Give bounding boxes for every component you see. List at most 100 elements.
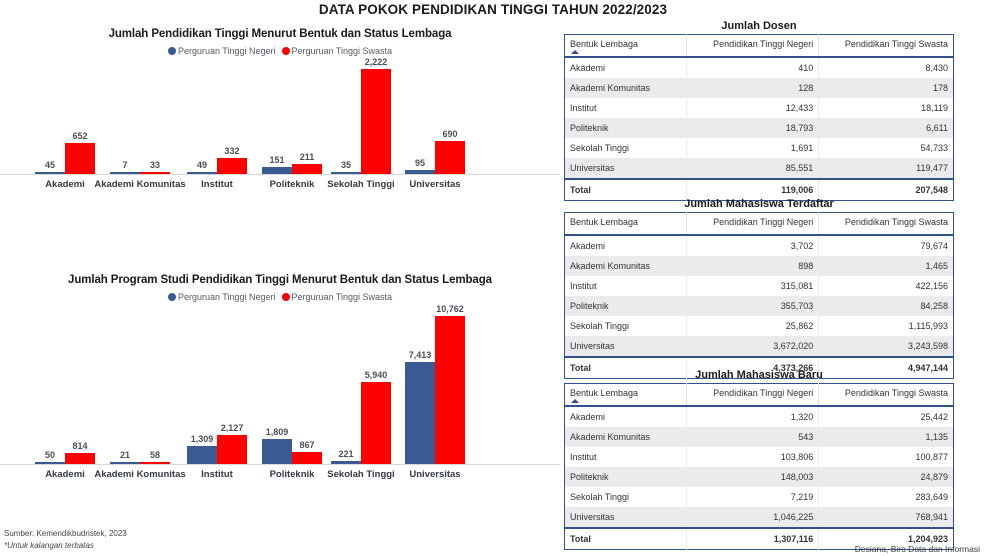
column-header-0[interactable]: Bentuk Lembaga <box>564 383 687 407</box>
footer-source-block: Sumber: Kemendikbudristek, 2023 *Untuk k… <box>4 528 127 552</box>
table-cell: 355,703 <box>686 296 820 316</box>
legend-label-swasta: Perguruan Tinggi Swasta <box>291 46 393 56</box>
table-cell: 148,003 <box>686 467 820 487</box>
bar-negeri[interactable] <box>187 172 217 174</box>
bar-swasta[interactable] <box>217 158 247 174</box>
category-label: Institut <box>201 179 233 190</box>
bar-swasta[interactable] <box>140 172 170 174</box>
sort-ascending-icon <box>571 399 579 403</box>
bar-swasta[interactable] <box>361 69 391 174</box>
table-total-cell: Total <box>564 356 687 379</box>
bar-swasta[interactable] <box>292 452 322 464</box>
bar-swasta[interactable] <box>292 164 322 174</box>
bar-negeri[interactable] <box>331 461 361 464</box>
bar-negeri[interactable] <box>262 167 292 174</box>
table-row[interactable]: Akademi Komunitas 128 178 <box>564 78 954 98</box>
legend-item-negeri[interactable]: Perguruan Tinggi Negeri <box>167 46 276 56</box>
category-label: Sekolah Tinggi <box>327 469 395 480</box>
table-header-row: Bentuk Lembaga Pendidikan Tinggi Negeri Pe… <box>564 212 954 236</box>
bar-swasta[interactable] <box>435 141 465 174</box>
bar-negeri[interactable] <box>405 170 435 174</box>
table-cell: 103,806 <box>686 447 820 467</box>
legend-dot-negeri <box>167 293 176 301</box>
table-block-mahasiswa-terdaftar: Jumlah Mahasiswa Terdaftar Bentuk Lembaga… <box>564 198 954 379</box>
table-row[interactable]: Institut 103,806 100,877 <box>564 447 954 467</box>
table-total-cell: 1,204,923 <box>818 527 954 550</box>
column-header-2[interactable]: Pendidikan Tinggi Swasta <box>818 34 954 58</box>
bar-swasta[interactable] <box>65 453 95 464</box>
legend-label-negeri: Perguruan Tinggi Negeri <box>177 46 276 56</box>
bar-value-label: 814 <box>72 441 88 451</box>
table-cell: Politeknik <box>564 296 687 316</box>
column-header-2[interactable]: Pendidikan Tinggi Swasta <box>818 383 954 407</box>
table-row[interactable]: Sekolah Tinggi 1,691 54,733 <box>564 138 954 158</box>
table-cell: 283,649 <box>915 492 948 502</box>
column-header-0[interactable]: Bentuk Lembaga <box>564 34 687 58</box>
table-row[interactable]: Politeknik 355,703 84,258 <box>564 296 954 316</box>
column-header-1[interactable]: Pendidikan Tinggi Negeri <box>686 34 820 58</box>
bar-negeri[interactable] <box>262 439 292 464</box>
bar-negeri[interactable] <box>187 446 217 464</box>
column-header-1[interactable]: Pendidikan Tinggi Negeri <box>686 383 820 407</box>
table-header-row: Bentuk Lembaga Pendidikan Tinggi Negeri Pe… <box>564 383 954 407</box>
column-header-2[interactable]: Pendidikan Tinggi Swasta <box>818 212 954 236</box>
table-row[interactable]: Akademi 410 8,430 <box>564 57 954 78</box>
table-cell: Sekolah Tinggi <box>564 138 687 158</box>
table-row[interactable]: Akademi 3,702 79,674 <box>564 235 954 256</box>
bar-swasta[interactable] <box>217 435 247 464</box>
legend-item-swasta[interactable]: Perguruan Tinggi Swasta <box>281 46 393 56</box>
table-cell: 84,258 <box>818 296 954 316</box>
table-row[interactable]: Akademi 1,320 25,442 <box>564 406 954 427</box>
column-header-1[interactable]: Pendidikan Tinggi Negeri <box>686 212 820 236</box>
category-label: Universitas <box>409 469 461 480</box>
table-row[interactable]: Universitas 1,046,225 768,941 <box>564 507 954 528</box>
bar-negeri[interactable] <box>331 172 361 174</box>
bar-swasta[interactable] <box>65 143 95 174</box>
table-row[interactable]: Akademi Komunitas 543 1,135 <box>564 427 954 447</box>
bar-negeri[interactable] <box>35 172 65 174</box>
table-row[interactable]: Sekolah Tinggi 25,862 1,115,993 <box>564 316 954 336</box>
bar-negeri[interactable] <box>110 172 140 174</box>
bar-value-label: 1,809 <box>265 427 289 437</box>
legend-item-swasta-2[interactable]: Perguruan Tinggi Swasta <box>281 292 393 302</box>
bar-value-label: 50 <box>44 450 55 460</box>
chart-block-prodi: Jumlah Program Studi Pendidikan Tinggi M… <box>0 274 560 497</box>
table-header-row: Bentuk Lembaga Pendidikan Tinggi Negeri Pe… <box>564 34 954 58</box>
bar-swasta[interactable] <box>361 382 391 464</box>
table-row[interactable]: Universitas 3,672,020 3,243,598 <box>564 336 954 357</box>
bar-value-label: 45 <box>44 160 55 170</box>
category-label: Politeknik <box>269 179 315 190</box>
bar-negeri[interactable] <box>110 462 140 464</box>
table-cell: 1,135 <box>818 427 954 447</box>
table-row[interactable]: Akademi Komunitas 898 1,465 <box>564 256 954 276</box>
legend-label-swasta: Perguruan Tinggi Swasta <box>291 292 393 302</box>
charts-panel: Jumlah Pendidikan Tinggi Menurut Bentuk … <box>0 22 560 556</box>
table-cell: Akademi Komunitas <box>564 427 687 447</box>
bar-swasta[interactable] <box>435 316 465 464</box>
legend-label-negeri: Perguruan Tinggi Negeri <box>177 292 276 302</box>
table-row[interactable]: Institut 12,433 18,119 <box>564 98 954 118</box>
bar-negeri[interactable] <box>405 362 435 464</box>
table-cell: Akademi Komunitas <box>564 256 687 276</box>
table-row[interactable]: Politeknik 148,003 24,879 <box>564 467 954 487</box>
bar-negeri[interactable] <box>35 462 65 464</box>
table-block-mahasiswa-baru: Jumlah Mahasiswa Baru Bentuk Lembaga Pendi… <box>564 369 954 550</box>
legend-item-negeri-2[interactable]: Perguruan Tinggi Negeri <box>167 292 276 302</box>
table-cell: Institut <box>564 98 687 118</box>
table-cell: Akademi Komunitas <box>564 78 687 98</box>
table-row[interactable]: Sekolah Tinggi 7,219 283,649 <box>564 487 954 507</box>
table-row[interactable]: Institut 315,081 422,156 <box>564 276 954 296</box>
bar-value-label: 33 <box>149 160 160 170</box>
bar-value-label: 221 <box>338 449 354 459</box>
category-label: Sekolah Tinggi <box>327 179 395 190</box>
bar-value-label: 5,940 <box>364 370 388 380</box>
bar-swasta[interactable] <box>140 462 170 464</box>
table-row[interactable]: Politeknik 18,793 6,611 <box>564 118 954 138</box>
sort-ascending-icon <box>571 50 579 54</box>
table-cell: Universitas <box>564 158 687 179</box>
table-cell: 3,702 <box>686 235 820 256</box>
table-row[interactable]: Universitas 85,551 119,477 <box>564 158 954 179</box>
column-header-0[interactable]: Bentuk Lembaga <box>564 212 687 236</box>
table-total-cell: 4,947,144 <box>818 356 954 379</box>
table-cell: 422,156 <box>915 281 948 291</box>
